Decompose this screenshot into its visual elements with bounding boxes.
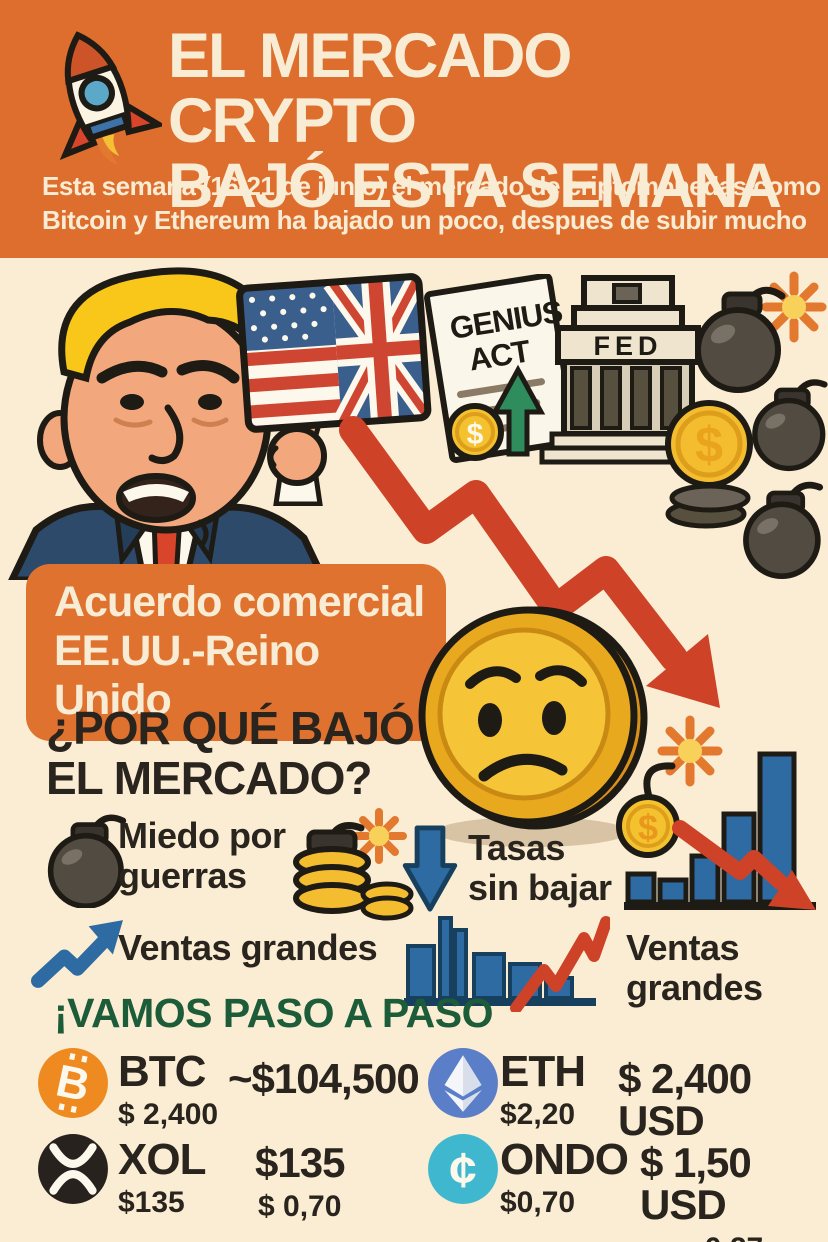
coin-row-ondo: ONDO $0,70 xyxy=(500,1135,629,1219)
dollar-sign: $ xyxy=(467,418,484,451)
trade-deal-line1: Acuerdo comercial xyxy=(54,578,425,626)
poster-subtitle: Esta semana (16-21 de junio) el mercado … xyxy=(42,170,821,238)
btc-price: ~$104,500 xyxy=(228,1055,420,1102)
coin-row-xol: XOL $135 xyxy=(118,1135,206,1219)
bar-chart-trend-icon xyxy=(404,916,610,1012)
ondo-icon: ¢ xyxy=(428,1134,498,1204)
up-arrow-icon xyxy=(490,364,546,457)
reason-sales: Ventas grandes xyxy=(118,927,378,968)
ondo-price-block: $ 1,50 USD 0,27 xyxy=(640,1142,828,1242)
reason-rates: Tasas sin bajar xyxy=(468,827,612,909)
bomb-icon xyxy=(47,814,127,908)
btc-symbol: BTC xyxy=(118,1047,206,1096)
coin-stack-bomb-icon xyxy=(293,808,414,921)
steps-heading: ¡VAMOS PASO A PASO xyxy=(54,990,494,1036)
why-heading-line1: ¿POR QUÉ BAJÓ xyxy=(46,702,415,754)
genius-act-document: GENIUS ACT $ xyxy=(424,274,578,463)
bitcoin-icon: B xyxy=(38,1048,108,1118)
eth-symbol-sub: $2,20 xyxy=(500,1098,576,1131)
ethereum-icon xyxy=(428,1048,498,1118)
btc-symbol-sub: $ 2,400 xyxy=(118,1098,219,1131)
poster-title-line2: BAJÓ ESTA SEMANA xyxy=(168,150,782,221)
bomb-icon xyxy=(695,271,827,393)
sad-coin-icon xyxy=(418,606,648,847)
rising-bars-down-arrow-icon xyxy=(624,751,816,910)
ondo-symbol: ONDO xyxy=(500,1135,629,1184)
dollar-bomb-icon: $ xyxy=(616,715,723,858)
poster-subtitle-line1: Esta semana (16-21 de junio) el mercado … xyxy=(42,171,821,201)
poster-title: EL MERCADO CRYPTO BAJÓ ESTA SEMANA xyxy=(168,24,828,219)
dollar-sign: $ xyxy=(638,807,658,848)
reason-sales-right: Ventas grandes xyxy=(626,927,763,1009)
rocket-icon xyxy=(59,31,162,166)
ondo-price-sub: 0,27 xyxy=(640,1234,828,1242)
xol-price-sub: $ 0,70 xyxy=(258,1190,342,1223)
trade-deal-line2: EE.UU.-Reino Unido xyxy=(54,627,320,725)
xol-price: $135 xyxy=(255,1139,345,1186)
xol-price-block: $135 $ 0,70 xyxy=(255,1139,345,1223)
why-heading: ¿POR QUÉ BAJÓ EL MERCADO? xyxy=(46,702,415,804)
ondo-price: $ 1,50 USD xyxy=(640,1139,752,1228)
dollar-coin-stack-icon: $ xyxy=(665,400,753,529)
market-down-arrow-icon xyxy=(339,416,720,708)
poster-subtitle-line2: Bitcoin y Ethereum ha bajado un poco, de… xyxy=(42,204,807,235)
reason-wars: Miedo por guerras xyxy=(118,815,286,897)
bomb-icon xyxy=(752,379,828,472)
us-uk-flag-icon xyxy=(236,273,432,433)
ondo-symbol-sub: $0,70 xyxy=(500,1186,576,1219)
bomb-icon xyxy=(743,481,824,580)
eth-price: $ 2,400 USD xyxy=(618,1055,752,1144)
fed-label: FED xyxy=(594,331,663,361)
trade-deal-badge: Acuerdo comercial EE.UU.-Reino Unido xyxy=(26,564,446,742)
coin-row-btc: BTC $ 2,400 xyxy=(118,1050,218,1130)
xol-symbol-sub: $135 xyxy=(118,1186,185,1219)
why-heading-line2: EL MERCADO? xyxy=(46,751,372,804)
poster-title-line1: EL MERCADO CRYPTO xyxy=(168,21,572,156)
eth-symbol: ETH xyxy=(500,1047,586,1096)
svg-text:¢: ¢ xyxy=(449,1142,476,1197)
xol-symbol: XOL xyxy=(118,1135,206,1184)
xrp-icon xyxy=(38,1134,108,1204)
down-arrow-icon xyxy=(402,825,458,912)
up-trend-icon xyxy=(31,920,123,988)
coin-row-eth: ETH $2,20 xyxy=(500,1047,586,1131)
dollar-sign: $ xyxy=(695,417,723,473)
